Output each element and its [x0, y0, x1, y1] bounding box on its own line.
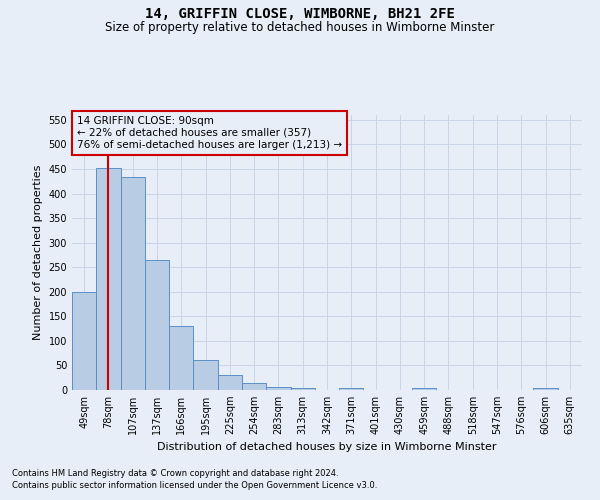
Bar [266, 386, 290, 390]
Bar [533, 388, 558, 390]
Text: 14, GRIFFIN CLOSE, WIMBORNE, BH21 2FE: 14, GRIFFIN CLOSE, WIMBORNE, BH21 2FE [145, 8, 455, 22]
Bar [121, 178, 145, 390]
Bar [193, 360, 218, 390]
Text: Size of property relative to detached houses in Wimborne Minster: Size of property relative to detached ho… [106, 21, 494, 34]
Y-axis label: Number of detached properties: Number of detached properties [33, 165, 43, 340]
Bar [145, 260, 169, 390]
Bar [339, 388, 364, 390]
Text: Contains public sector information licensed under the Open Government Licence v3: Contains public sector information licen… [12, 481, 377, 490]
Text: 14 GRIFFIN CLOSE: 90sqm
← 22% of detached houses are smaller (357)
76% of semi-d: 14 GRIFFIN CLOSE: 90sqm ← 22% of detache… [77, 116, 342, 150]
Text: Contains HM Land Registry data © Crown copyright and database right 2024.: Contains HM Land Registry data © Crown c… [12, 468, 338, 477]
Bar [96, 168, 121, 390]
Bar [412, 388, 436, 390]
Bar [218, 376, 242, 390]
Bar [242, 382, 266, 390]
Bar [169, 326, 193, 390]
Bar [290, 388, 315, 390]
Bar [72, 292, 96, 390]
Text: Distribution of detached houses by size in Wimborne Minster: Distribution of detached houses by size … [157, 442, 497, 452]
